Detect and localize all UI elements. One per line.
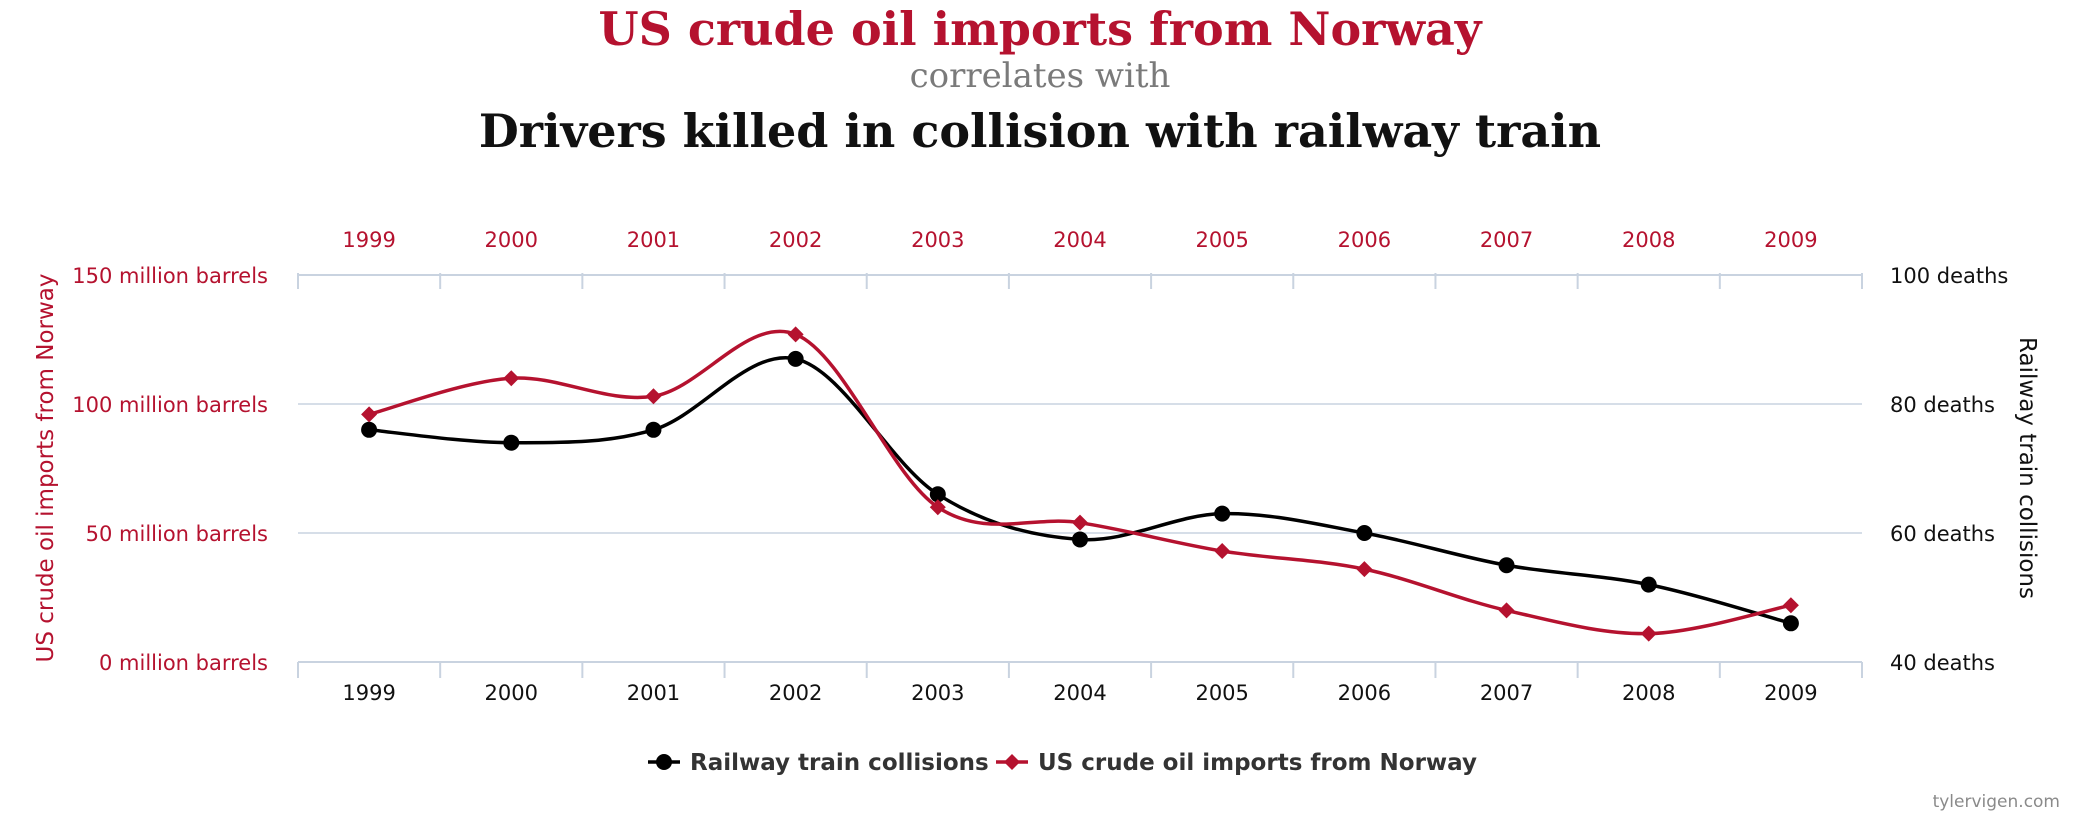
railway-collisions-point xyxy=(1498,557,1515,574)
x-tick-label-bottom: 2007 xyxy=(1480,681,1533,705)
railway-collisions-point xyxy=(503,434,520,451)
y-left-axis-title: US crude oil imports from Norway xyxy=(33,274,59,663)
x-tick-label-bottom: 2005 xyxy=(1195,681,1248,705)
x-tick-label-top: 2006 xyxy=(1338,228,1391,252)
railway-collisions-point xyxy=(645,421,662,438)
y-left-tick-label: 150 million barrels xyxy=(72,264,268,288)
railway-collisions-point xyxy=(361,421,378,438)
x-tick-label-bottom: 2008 xyxy=(1622,681,1675,705)
x-tick-label-bottom: 2000 xyxy=(485,681,538,705)
y-right-tick-label: 40 deaths xyxy=(1890,651,1995,675)
railway-collisions-point xyxy=(1782,615,1799,632)
oil-imports-point xyxy=(645,388,662,405)
oil-imports-point xyxy=(1356,561,1373,578)
x-tick-label-top: 2005 xyxy=(1195,228,1248,252)
oil-imports-point xyxy=(1072,514,1088,531)
x-tick-label-top: 2002 xyxy=(769,228,822,252)
railway-collisions-point xyxy=(929,486,946,503)
chart-title-connector: correlates with xyxy=(909,56,1171,96)
x-tick-label-bottom: 2006 xyxy=(1338,681,1391,705)
chart-title-secondary: Drivers killed in collision with railway… xyxy=(478,104,1602,158)
x-tick-label-top: 2001 xyxy=(627,228,680,252)
railway-collisions-point xyxy=(787,350,804,367)
railway-collisions-point xyxy=(1356,525,1373,541)
x-tick-label-top: 2004 xyxy=(1053,228,1106,252)
legend-railway-marker xyxy=(656,754,672,770)
x-tick-label-bottom: 2003 xyxy=(911,681,964,705)
x-tick-label-top: 1999 xyxy=(342,228,395,252)
legend-oil-label: US crude oil imports from Norway xyxy=(1038,750,1477,776)
oil-imports-line xyxy=(368,329,1792,636)
oil-imports-point xyxy=(929,499,946,516)
oil-imports-point xyxy=(1498,602,1515,619)
x-tick-label-bottom: 1999 xyxy=(342,681,395,705)
oil-imports-point xyxy=(1640,625,1657,642)
oil-imports-point xyxy=(787,326,804,343)
oil-imports-point xyxy=(1782,597,1799,614)
y-left-tick-label: 50 million barrels xyxy=(86,522,268,546)
railway-collisions-point xyxy=(1214,505,1231,522)
x-tick-label-bottom: 2001 xyxy=(627,681,680,705)
railway-collisions-line xyxy=(368,355,1792,625)
chart-title-primary: US crude oil imports from Norway xyxy=(598,2,1482,56)
y-right-tick-label: 80 deaths xyxy=(1890,393,1995,417)
legend-oil-marker xyxy=(1004,754,1020,770)
y-right-axis-title: Railway train collisions xyxy=(2014,337,2040,599)
y-left-tick-label: 100 million barrels xyxy=(72,393,268,417)
x-tick-label-bottom: 2009 xyxy=(1764,681,1817,705)
x-tick-label-bottom: 2004 xyxy=(1053,681,1106,705)
x-tick-label-top: 2000 xyxy=(485,228,538,252)
railway-collisions-point xyxy=(1640,576,1657,593)
oil-imports-point xyxy=(1214,543,1231,560)
oil-imports-point xyxy=(361,406,378,423)
x-tick-label-top: 2007 xyxy=(1480,228,1533,252)
legend-railway-label: Railway train collisions xyxy=(690,750,989,776)
oil-imports-point xyxy=(503,370,520,387)
y-right-tick-label: 100 deaths xyxy=(1890,264,2008,288)
x-tick-label-top: 2008 xyxy=(1622,228,1675,252)
x-tick-label-top: 2003 xyxy=(911,228,964,252)
y-right-tick-label: 60 deaths xyxy=(1890,522,1995,546)
railway-collisions-point xyxy=(1072,531,1088,548)
source-credit: tylervigen.com xyxy=(1932,792,2060,812)
x-tick-label-top: 2009 xyxy=(1764,228,1817,252)
x-tick-label-bottom: 2002 xyxy=(769,681,822,705)
y-left-tick-label: 0 million barrels xyxy=(99,651,268,675)
